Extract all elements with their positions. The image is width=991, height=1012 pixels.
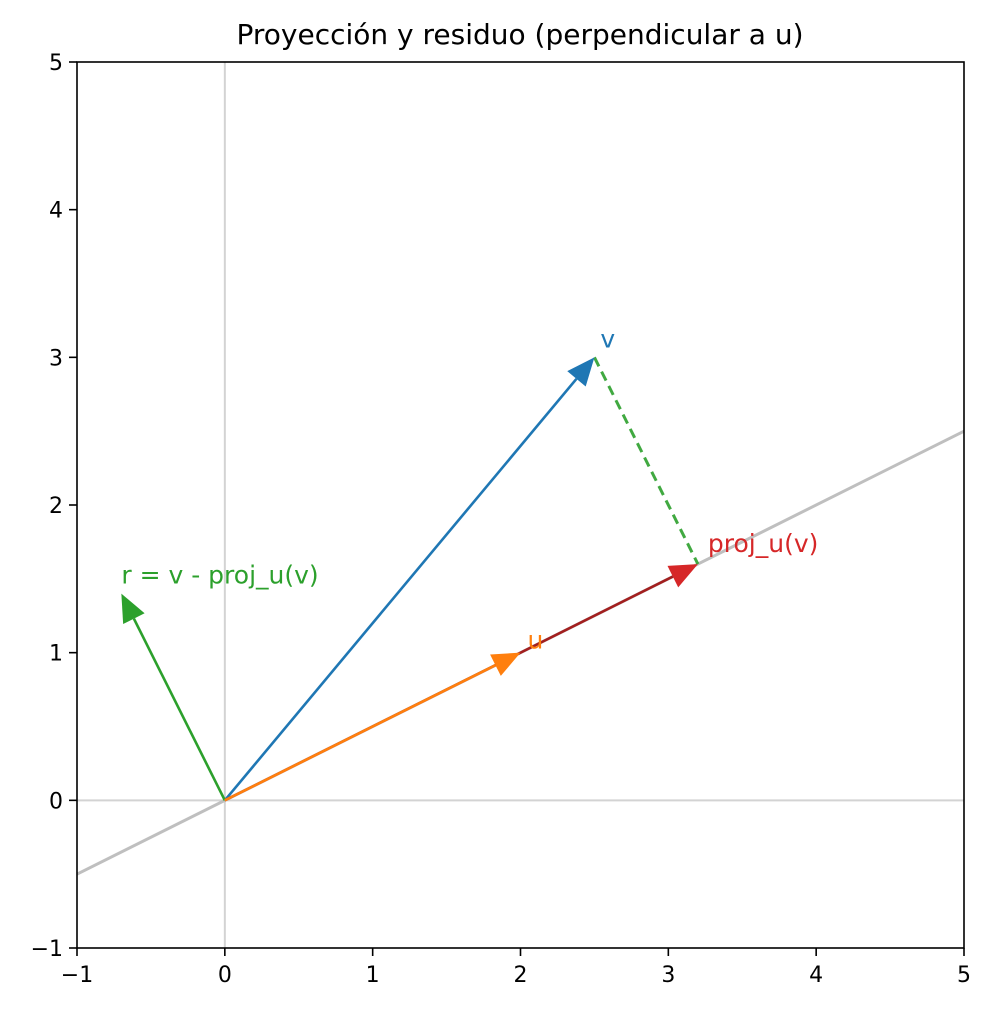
x-tick-label: 5 xyxy=(957,963,971,988)
reference-lines xyxy=(77,62,964,948)
chart-title: Proyección y residuo (perpendicular a u) xyxy=(236,18,803,51)
vector-v-head xyxy=(567,357,595,387)
vectors-layer xyxy=(121,356,700,802)
x-tick-label: 4 xyxy=(809,963,823,988)
y-tick-label: 3 xyxy=(49,346,63,371)
y-tick-label: 2 xyxy=(49,494,63,519)
label-r: r = v - proj_u(v) xyxy=(121,561,318,590)
x-tick-label: −1 xyxy=(61,963,93,988)
y-tick-label: 4 xyxy=(49,199,63,224)
vector-v-shaft xyxy=(223,378,578,802)
y-tick-label: 5 xyxy=(49,51,63,76)
plot-frame xyxy=(76,61,965,949)
y-tick-label: −1 xyxy=(31,937,63,962)
vector-r-shaft xyxy=(132,618,226,801)
y-tick-label: 0 xyxy=(49,789,63,814)
vector-r-head xyxy=(121,593,145,625)
residual-dashed-line xyxy=(593,356,700,565)
y-axis: −1 0 1 2 3 4 5 xyxy=(31,51,77,962)
x-tick-label: 0 xyxy=(218,963,232,988)
vector-u-head xyxy=(490,652,521,676)
x-tick-label: 2 xyxy=(514,963,528,988)
label-proj: proj_u(v) xyxy=(708,529,819,558)
label-u: u xyxy=(528,626,544,655)
x-axis: −1 0 1 2 3 4 5 xyxy=(61,948,971,988)
vector-v xyxy=(223,357,595,802)
label-v: v xyxy=(600,324,615,353)
vector-r xyxy=(121,593,226,801)
vector-u xyxy=(224,652,521,802)
x-tick-label: 1 xyxy=(366,963,380,988)
y-tick-label: 1 xyxy=(49,642,63,667)
x-tick-label: 3 xyxy=(661,963,675,988)
vector-proj-head xyxy=(667,564,698,588)
vector-u-shaft xyxy=(224,664,497,802)
vector-labels: v proj_u(v) r = v - proj_u(v) u xyxy=(121,324,818,654)
